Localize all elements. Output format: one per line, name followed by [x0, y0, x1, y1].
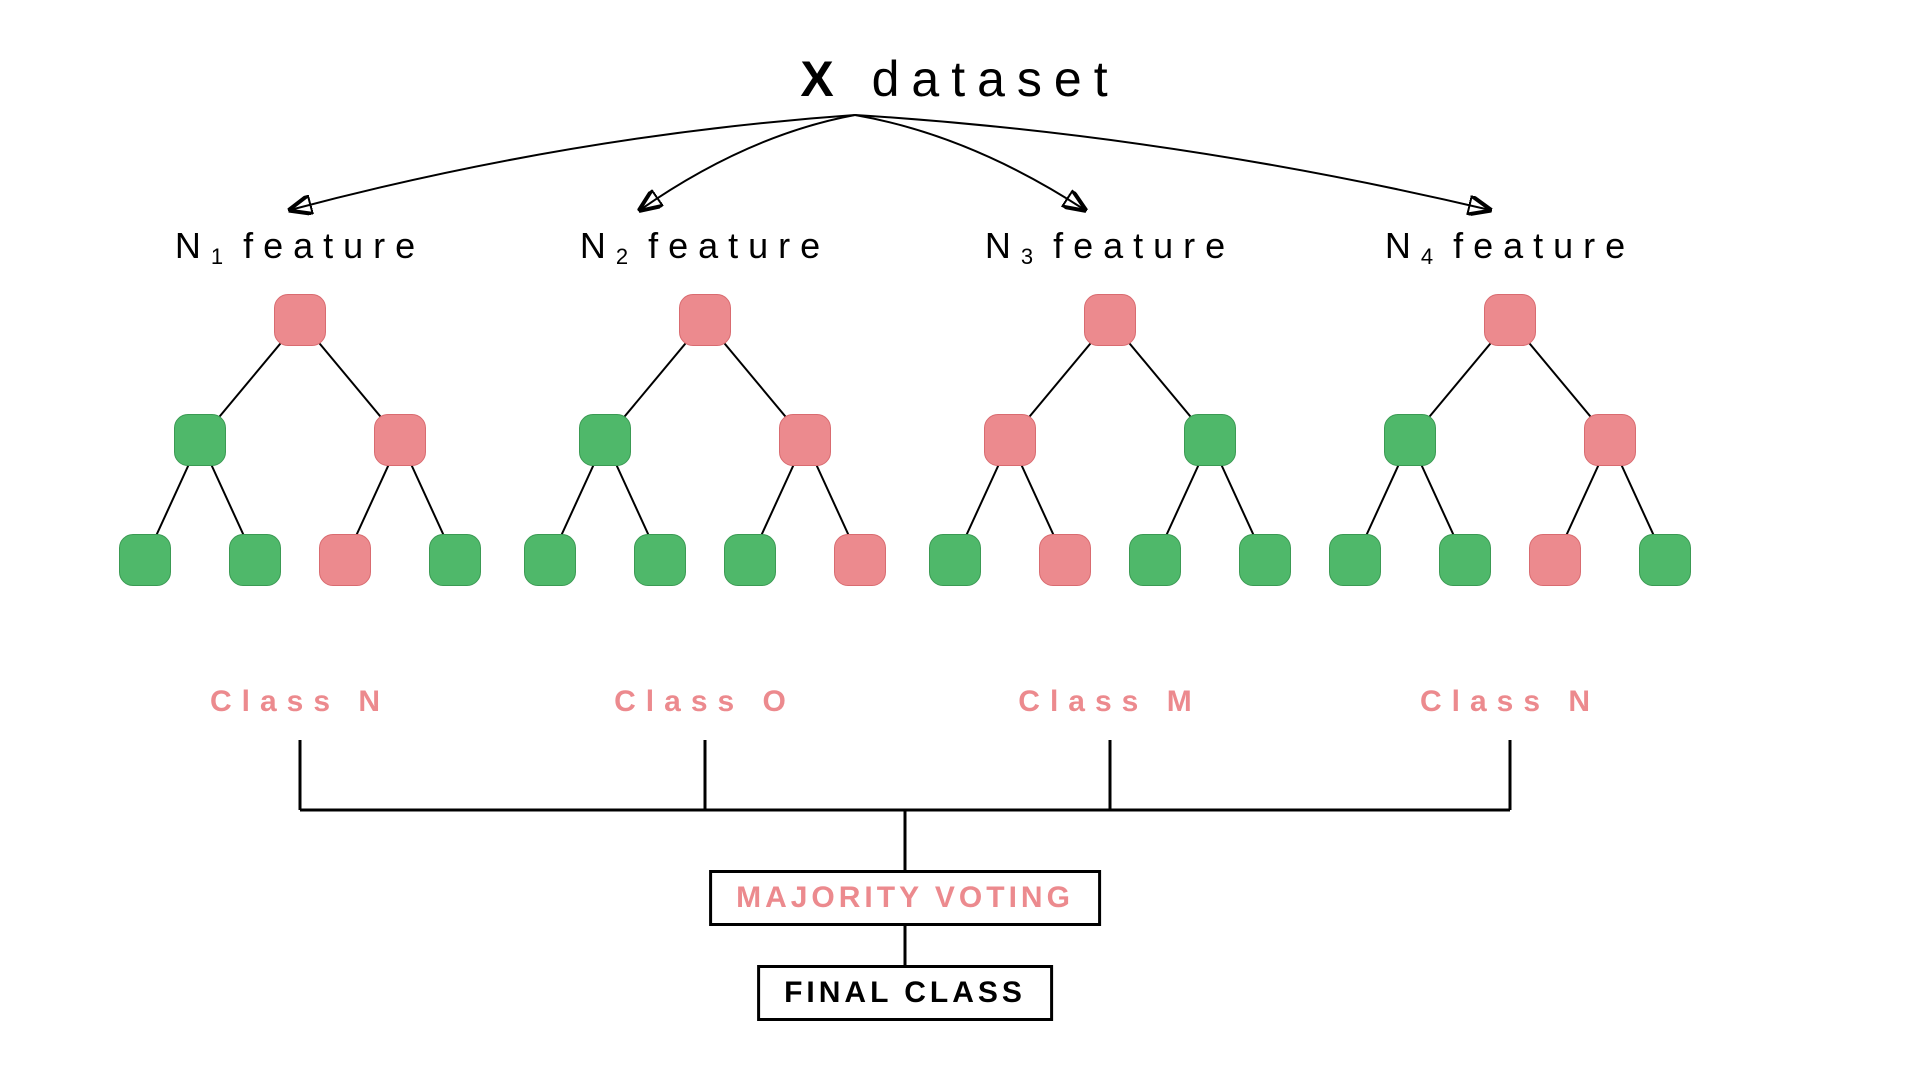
- title-rest: dataset: [846, 51, 1120, 107]
- tree-2-leaf-1: [524, 534, 576, 586]
- tree-3-leaf-1: [929, 534, 981, 586]
- tree-3-leaf-3: [1129, 534, 1181, 586]
- tree-1-leaf-4: [429, 534, 481, 586]
- feature-label-2: N2 feature: [580, 225, 830, 267]
- tree-2-leaf-3: [724, 534, 776, 586]
- class-label-3: Class M: [1018, 685, 1201, 719]
- class-label-1: Class N: [210, 685, 390, 719]
- tree-3-root: [1084, 294, 1136, 346]
- tree-3-mid-right: [1184, 414, 1236, 466]
- class-label-2: Class O: [614, 685, 796, 719]
- tree-2-mid-right: [779, 414, 831, 466]
- tree-4-leaf-3: [1529, 534, 1581, 586]
- tree-2-mid-left: [579, 414, 631, 466]
- class-label-4: Class N: [1420, 685, 1600, 719]
- feature-label-3: N3 feature: [985, 225, 1235, 267]
- final-class-box: FINAL CLASS: [757, 965, 1053, 1021]
- feature-label-4: N4 feature: [1385, 225, 1635, 267]
- title-bold: X: [800, 51, 845, 107]
- tree-4-root: [1484, 294, 1536, 346]
- majority-voting-box: MAJORITY VOTING: [709, 870, 1101, 926]
- tree-4-leaf-4: [1639, 534, 1691, 586]
- tree-1-mid-right: [374, 414, 426, 466]
- tree-2-root: [679, 294, 731, 346]
- tree-2-leaf-4: [834, 534, 886, 586]
- diagram-title: X dataset: [0, 50, 1920, 108]
- tree-2-leaf-2: [634, 534, 686, 586]
- feature-label-1: N1 feature: [175, 225, 425, 267]
- tree-4-leaf-2: [1439, 534, 1491, 586]
- tree-3-leaf-4: [1239, 534, 1291, 586]
- tree-4-mid-left: [1384, 414, 1436, 466]
- tree-4-leaf-1: [1329, 534, 1381, 586]
- tree-1-mid-left: [174, 414, 226, 466]
- tree-1-leaf-1: [119, 534, 171, 586]
- tree-4-mid-right: [1584, 414, 1636, 466]
- tree-1-leaf-3: [319, 534, 371, 586]
- tree-3-mid-left: [984, 414, 1036, 466]
- tree-1-leaf-2: [229, 534, 281, 586]
- tree-1-root: [274, 294, 326, 346]
- tree-3-leaf-2: [1039, 534, 1091, 586]
